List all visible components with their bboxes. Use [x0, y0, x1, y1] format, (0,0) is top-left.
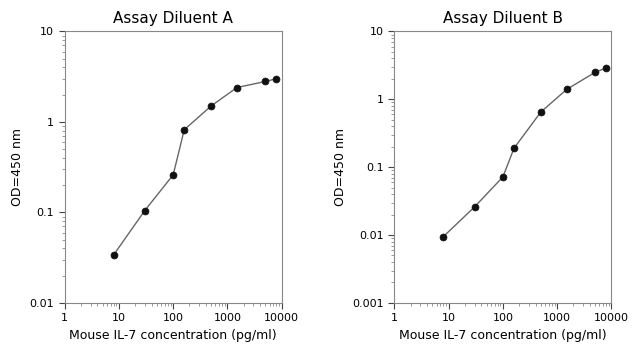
- Title: Assay Diluent B: Assay Diluent B: [443, 11, 563, 26]
- X-axis label: Mouse IL-7 concentration (pg/ml): Mouse IL-7 concentration (pg/ml): [399, 329, 607, 342]
- X-axis label: Mouse IL-7 concentration (pg/ml): Mouse IL-7 concentration (pg/ml): [69, 329, 277, 342]
- Y-axis label: OD=450 nm: OD=450 nm: [334, 128, 347, 206]
- Title: Assay Diluent A: Assay Diluent A: [113, 11, 233, 26]
- Y-axis label: OD=450 nm: OD=450 nm: [11, 128, 24, 206]
